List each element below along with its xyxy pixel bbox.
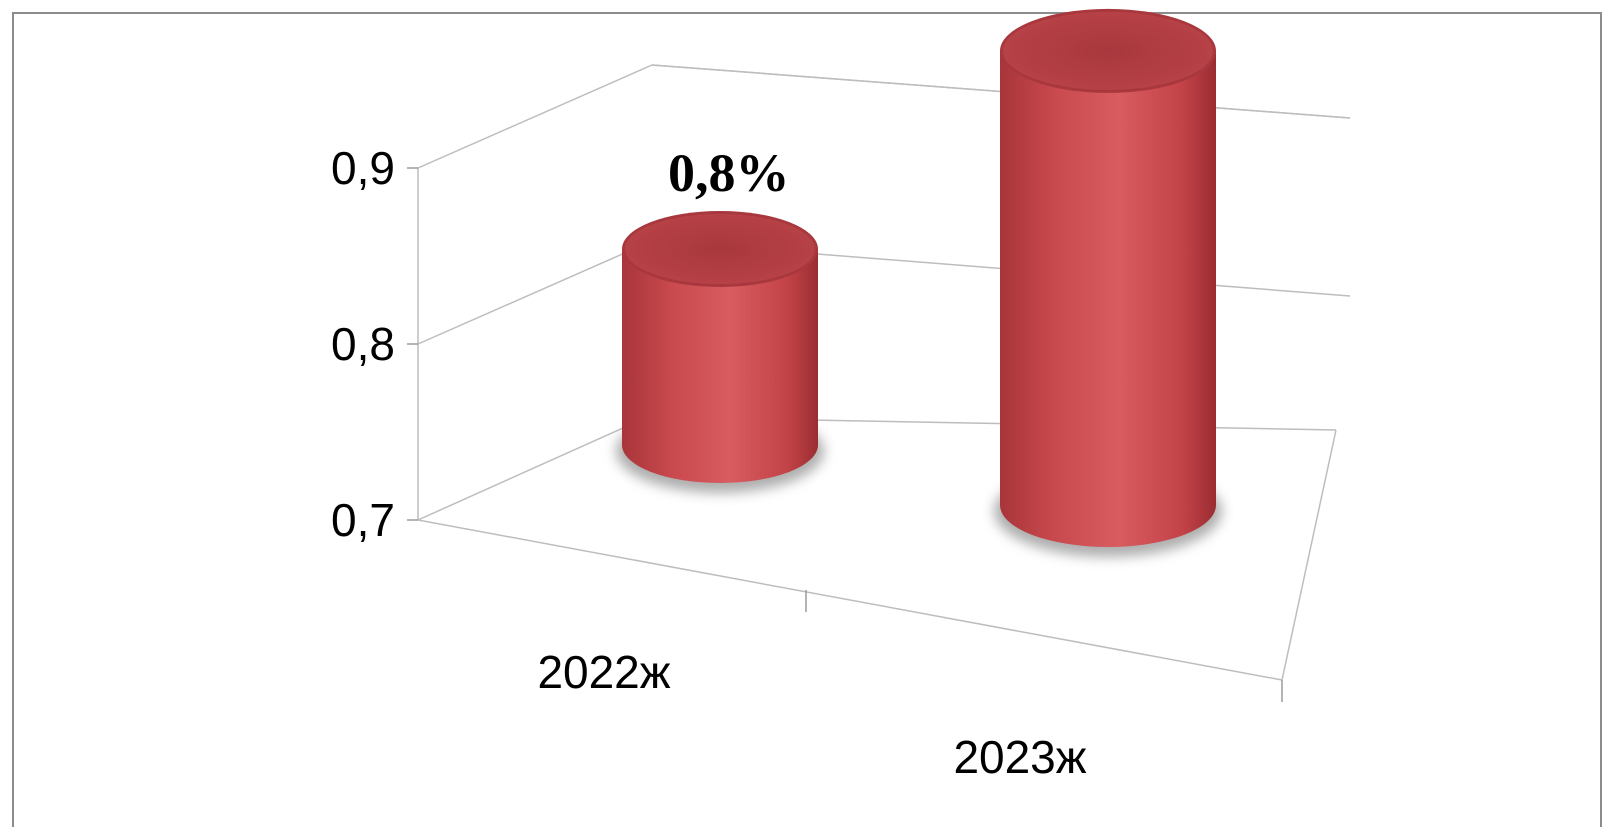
left-wall-top: [417, 64, 653, 169]
bars: [616, 8, 1222, 557]
y-tick-label: 0,7: [331, 494, 395, 546]
floor-front: [417, 519, 1283, 681]
category-label: 2022ж: [537, 646, 670, 698]
y-tick-label: 0,8: [331, 318, 395, 370]
data-label: 0,8%: [668, 143, 790, 203]
bar-top-inner: [1003, 11, 1213, 90]
category-labels: 2022ж 2023ж: [537, 646, 1086, 783]
y-tick-label: 0,9: [331, 142, 395, 194]
floor-right: [1281, 429, 1337, 681]
bar-body: [1000, 50, 1216, 548]
bar-body: [622, 249, 818, 483]
bar-2023ж: [994, 8, 1222, 557]
y-ticks: 0,7 0,8 0,9: [331, 142, 1283, 702]
data-labels: 0,8% 0,9%: [668, 0, 1178, 203]
left-wall-bottom: [417, 414, 653, 521]
bar-top-inner: [625, 214, 815, 284]
category-label: 2023ж: [953, 731, 1086, 783]
gridline-left: [417, 240, 653, 345]
data-label: 0,9%: [1056, 0, 1178, 1]
bar-2022ж: [616, 211, 824, 493]
